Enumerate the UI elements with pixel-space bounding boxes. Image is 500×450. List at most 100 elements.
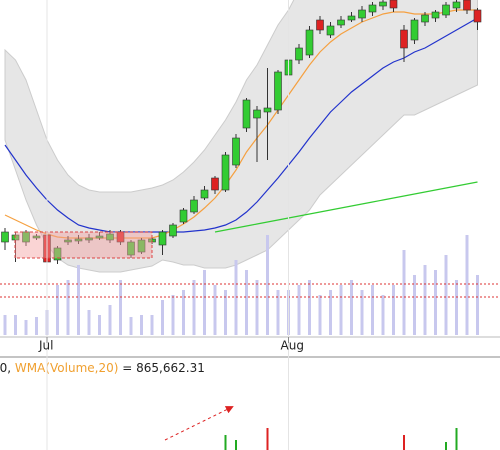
volume-bar <box>24 320 28 335</box>
volume-bar <box>35 317 38 335</box>
volume-bar <box>255 280 259 335</box>
candle-body <box>232 137 240 166</box>
volume-bar <box>308 280 311 335</box>
volume-bar <box>476 275 479 335</box>
volume-bar <box>444 255 448 335</box>
candle-body <box>158 231 167 246</box>
volume-bar <box>423 265 427 335</box>
volume-bar <box>161 300 164 335</box>
x-tick-label: Jul <box>38 339 53 353</box>
candle-body <box>347 15 356 21</box>
candle-body <box>242 99 251 129</box>
volume-bar <box>434 270 437 335</box>
candle-body <box>400 29 408 49</box>
candle-body <box>253 109 261 119</box>
volume-bar <box>339 285 343 335</box>
volume-bar <box>413 275 416 335</box>
volume-bar <box>360 290 364 335</box>
bollinger-band <box>4 0 478 273</box>
candle-body <box>379 1 387 7</box>
volume-bar <box>402 250 406 335</box>
highlight-box <box>14 231 153 259</box>
candle-body <box>431 11 440 19</box>
volume-bar <box>276 290 280 335</box>
indicator-label: 00, WMA(Volume,20) = 865,662.31 <box>0 361 205 375</box>
lower-bar <box>455 428 458 450</box>
lower-bar <box>235 440 237 450</box>
volume-bar <box>318 295 322 335</box>
volume-bar <box>14 315 17 335</box>
indicator-name: WMA(Volume,20) <box>15 361 119 375</box>
ma-line <box>4 17 478 233</box>
volume-bar <box>171 295 175 335</box>
ma-line <box>4 9 478 239</box>
volume-bar <box>297 285 301 335</box>
candle-body <box>337 19 345 26</box>
volume-bar <box>129 317 133 335</box>
candle-body <box>410 19 419 41</box>
lower-bar <box>403 435 405 450</box>
volume-bar <box>455 280 458 335</box>
candle-body <box>211 177 219 191</box>
volume-bar <box>192 280 196 335</box>
candle-body <box>95 235 104 239</box>
candle-body <box>85 237 93 241</box>
candle-body <box>389 0 398 9</box>
candle-body <box>32 235 41 239</box>
price-panel <box>0 0 500 335</box>
candle-body <box>305 29 314 56</box>
volume-bar <box>87 310 91 335</box>
volume-bar <box>465 235 469 335</box>
volume-bar <box>108 305 112 335</box>
volume-bar <box>245 270 248 335</box>
lower-bar <box>266 428 269 450</box>
ma-line <box>214 181 478 233</box>
volume-bar <box>203 270 206 335</box>
volume-bar <box>3 315 7 335</box>
candle-body <box>53 247 62 261</box>
candle-body <box>74 238 83 242</box>
volume-bar <box>150 315 154 335</box>
candle-body <box>64 239 72 243</box>
candle-body <box>274 71 282 111</box>
candle-body <box>1 231 9 243</box>
candle-body <box>221 154 230 191</box>
candle-body <box>358 9 366 19</box>
candle-body <box>190 199 198 213</box>
volume-bar <box>77 265 80 335</box>
volume-bar <box>350 280 353 335</box>
candle-body <box>368 4 377 13</box>
indicator-prefix: 00, <box>0 361 11 375</box>
candle-body <box>326 25 335 36</box>
volume-bar <box>119 280 122 335</box>
candle-body <box>463 0 471 11</box>
volume-bar <box>371 285 374 335</box>
volume-bar <box>140 315 143 335</box>
volume-bar <box>266 235 269 335</box>
candle-body <box>263 107 272 113</box>
candle-body <box>316 19 324 31</box>
volume-bar <box>213 285 217 335</box>
volume-bar <box>392 285 395 335</box>
candle-body <box>421 14 429 23</box>
volume-bar <box>224 290 227 335</box>
candle-body <box>179 209 188 223</box>
candle-body <box>106 233 114 241</box>
candle-body <box>200 189 209 199</box>
lower-bar <box>445 442 447 450</box>
volume-bar <box>182 290 185 335</box>
candle-body <box>473 9 482 23</box>
candle-body <box>295 47 303 61</box>
volume-bar <box>381 295 385 335</box>
candle-body <box>442 4 450 16</box>
volume-bar <box>56 285 59 335</box>
candle-body <box>127 241 135 256</box>
indicator-value: = 865,662.31 <box>122 361 205 375</box>
x-tick-label: Aug <box>281 339 304 353</box>
volume-bar <box>329 290 332 335</box>
volume-bar <box>66 280 70 335</box>
candle-body <box>137 239 146 253</box>
annotation-arrow <box>164 406 234 441</box>
candle-body <box>169 224 177 237</box>
